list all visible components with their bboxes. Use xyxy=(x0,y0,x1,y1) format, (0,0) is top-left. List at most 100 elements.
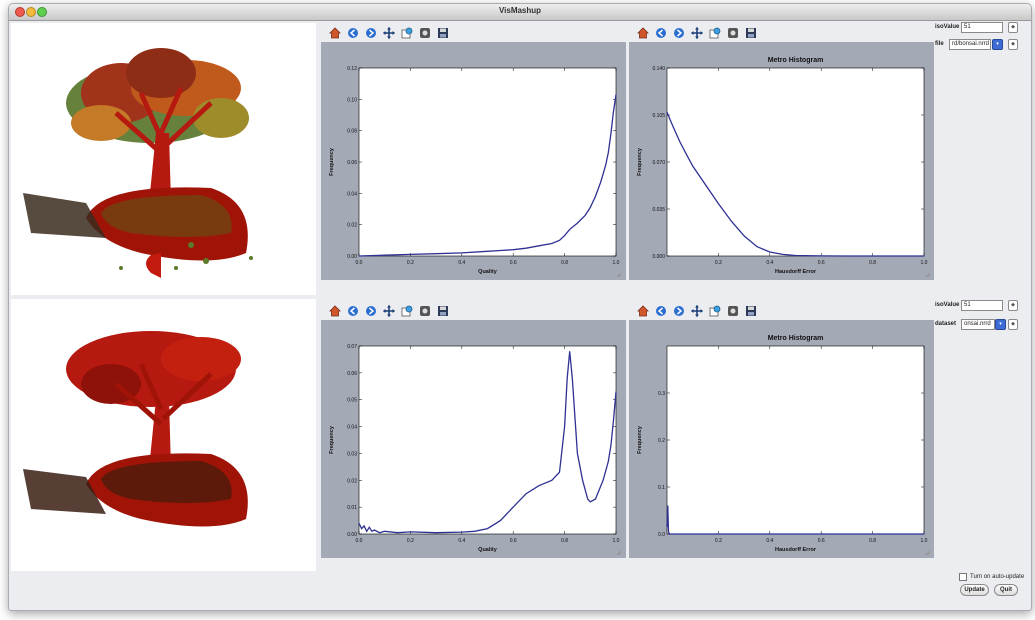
data-point xyxy=(692,165,694,167)
pan-icon[interactable] xyxy=(382,305,395,318)
data-point xyxy=(687,156,688,157)
quality-histogram-top[interactable]: 0.0 0.2 0.4 0.6 0.8 1.0 0.00 0.02 0.04 0.06 0.08 0.… xyxy=(321,42,626,280)
x-tick-label: 0.4 xyxy=(458,538,465,544)
zoom-icon[interactable] xyxy=(400,305,413,318)
back-icon[interactable] xyxy=(654,305,667,318)
data-point xyxy=(435,532,437,534)
data-point xyxy=(666,111,668,113)
series-line xyxy=(666,505,924,535)
isovalue-label-bottom: isoValue xyxy=(935,302,960,308)
data-point xyxy=(668,531,669,533)
data-point xyxy=(820,255,822,257)
file-input-top[interactable]: rd/bonsai.nrrd xyxy=(949,39,991,50)
x-tick-label: 0.2 xyxy=(407,538,414,544)
data-point xyxy=(410,254,411,255)
file-dropdown-button-top[interactable]: ▾ xyxy=(992,39,1003,50)
plot-area xyxy=(666,67,925,257)
save-icon[interactable] xyxy=(744,27,757,40)
plot-toolbar-metro-top xyxy=(636,25,757,41)
resize-grip-icon[interactable]: ◢ xyxy=(925,550,930,556)
configure-icon[interactable] xyxy=(726,27,739,40)
y-tick-label: 0.01 xyxy=(347,505,357,511)
resize-grip-icon[interactable]: ◢ xyxy=(616,272,621,278)
file-stepper-top[interactable]: ◆ xyxy=(1008,39,1018,50)
forward-icon[interactable] xyxy=(672,305,685,318)
data-point xyxy=(577,453,578,454)
quit-button[interactable]: Quit xyxy=(994,584,1018,596)
pan-icon[interactable] xyxy=(690,27,703,40)
configure-icon[interactable] xyxy=(726,305,739,318)
forward-icon[interactable] xyxy=(364,305,377,318)
render-view-bottom[interactable] xyxy=(11,299,316,571)
data-point xyxy=(600,182,601,183)
data-point xyxy=(743,235,745,237)
y-tick-label: 0.2 xyxy=(658,438,665,444)
y-tick-label: 0.00 xyxy=(347,254,357,260)
resize-grip-icon[interactable]: ◢ xyxy=(616,550,621,556)
isovalue-input-bottom[interactable]: 51 xyxy=(961,300,1003,311)
home-icon[interactable] xyxy=(636,305,649,318)
update-button[interactable]: Update xyxy=(960,584,989,596)
isovalue-input-top[interactable]: 51 xyxy=(961,22,1003,33)
data-point xyxy=(559,239,560,241)
isovalue-label-top: isoValue xyxy=(935,24,960,30)
minimize-window-button[interactable] xyxy=(26,7,36,17)
data-point xyxy=(607,152,609,153)
data-point xyxy=(538,245,540,247)
isovalue-stepper-top[interactable]: ◆ xyxy=(1008,22,1018,33)
back-icon[interactable] xyxy=(346,305,359,318)
forward-icon[interactable] xyxy=(672,27,685,40)
x-tick-label: 0.0 xyxy=(356,538,363,544)
save-icon[interactable] xyxy=(436,27,449,40)
zoom-icon[interactable] xyxy=(400,27,413,40)
data-point xyxy=(487,528,488,529)
save-icon[interactable] xyxy=(744,305,757,318)
zoom-icon[interactable] xyxy=(708,305,721,318)
data-point xyxy=(718,203,719,205)
data-point xyxy=(397,532,398,534)
configure-icon[interactable] xyxy=(418,27,431,40)
metro-chart-top: Metro Histogram 0.2 0.4 0.6 0.8 1.0 0.000 0.035… xyxy=(637,57,928,275)
home-icon[interactable] xyxy=(328,27,341,40)
back-icon[interactable] xyxy=(654,27,667,40)
title-bar[interactable]: VisMashup xyxy=(9,4,1031,21)
quality-chart-bottom: 0.0 0.2 0.4 0.6 0.8 1.0 0.00 0.01 0.02 0.03 0.04 0.… xyxy=(329,344,620,553)
metro-histogram-top[interactable]: Metro Histogram 0.2 0.4 0.6 0.8 1.0 0.000 0.035… xyxy=(629,42,934,280)
close-window-button[interactable] xyxy=(15,7,25,17)
forward-icon[interactable] xyxy=(364,27,377,40)
data-point xyxy=(615,391,617,393)
dataset-input-bottom[interactable]: onsai.nrrd xyxy=(961,319,995,330)
data-point xyxy=(538,485,540,487)
quality-histogram-bottom[interactable]: 0.0 0.2 0.4 0.6 0.8 1.0 0.00 0.01 0.02 0.03 0.04 0.… xyxy=(321,320,626,558)
auto-update-row[interactable]: Turn on auto-update xyxy=(959,573,1024,581)
zoom-icon[interactable] xyxy=(708,27,721,40)
data-point xyxy=(610,445,612,446)
metro-histogram-bottom[interactable]: Metro Histogram 0.2 0.4 0.6 0.8 1.0 0.0 0.1 0.2 0… xyxy=(629,320,934,558)
data-point xyxy=(923,255,925,257)
plot-toolbar-quality-top xyxy=(328,25,449,41)
chart-title: Metro Histogram xyxy=(768,335,824,342)
render-view-top[interactable] xyxy=(11,23,316,295)
x-tick-label: 0.0 xyxy=(356,260,363,266)
dataset-stepper-bottom[interactable]: ◆ xyxy=(1008,319,1018,330)
y-axis-label: Frequency xyxy=(637,425,643,454)
configure-icon[interactable] xyxy=(418,305,431,318)
series-line xyxy=(666,112,924,257)
auto-update-checkbox[interactable] xyxy=(959,573,967,581)
home-icon[interactable] xyxy=(328,305,341,318)
y-tick-label: 0.08 xyxy=(347,129,357,135)
y-tick-label: 0.05 xyxy=(347,398,357,404)
data-point xyxy=(358,255,360,257)
zoom-window-button[interactable] xyxy=(37,7,47,17)
pan-icon[interactable] xyxy=(382,27,395,40)
resize-grip-icon[interactable]: ◢ xyxy=(925,272,930,278)
pan-icon[interactable] xyxy=(690,305,703,318)
back-icon[interactable] xyxy=(346,27,359,40)
home-icon[interactable] xyxy=(636,27,649,40)
data-point xyxy=(368,526,370,528)
data-point xyxy=(569,229,571,230)
plot-area xyxy=(358,345,617,535)
isovalue-stepper-bottom[interactable]: ◆ xyxy=(1008,300,1018,311)
save-icon[interactable] xyxy=(436,305,449,318)
dataset-dropdown-button-bottom[interactable]: ▾ xyxy=(995,319,1006,330)
